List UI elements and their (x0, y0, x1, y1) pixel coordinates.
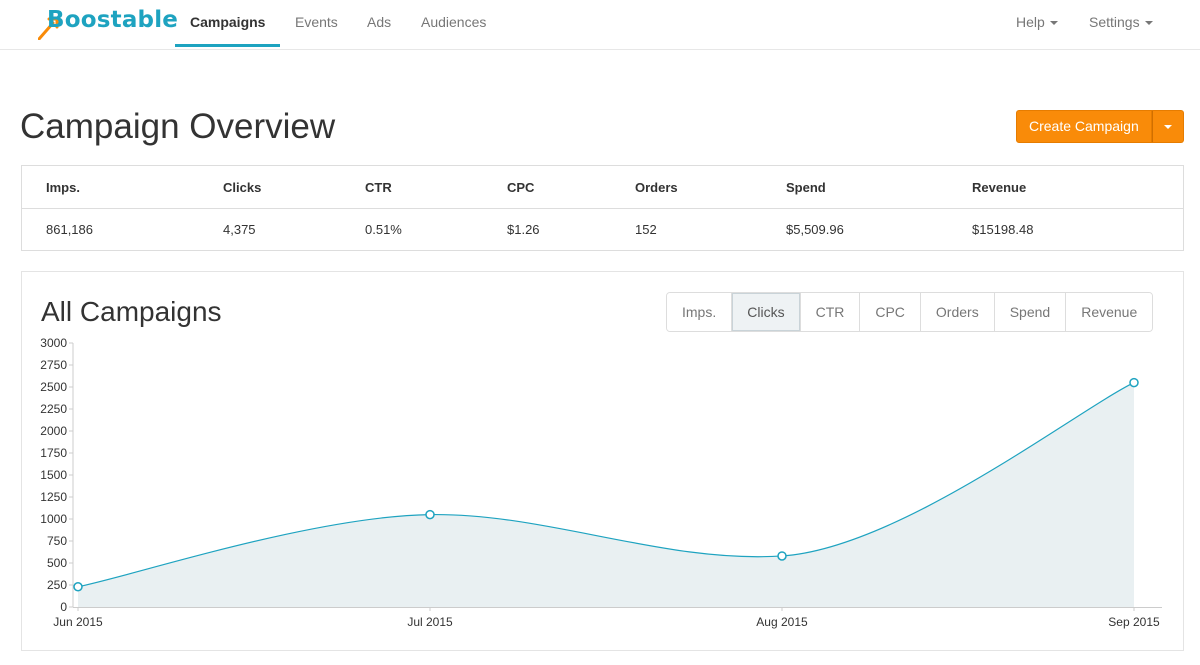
metric-tab-clicks[interactable]: Clicks (731, 293, 800, 331)
chevron-down-icon (1049, 21, 1058, 26)
stat-value-clicks: 4,375 (223, 222, 256, 237)
table-divider (22, 208, 1183, 209)
stat-value-ctr: 0.51% (365, 222, 402, 237)
column-header-orders: Orders (635, 180, 678, 195)
metric-tab-imps[interactable]: Imps. (667, 293, 732, 331)
column-header-ctr: CTR (365, 180, 392, 195)
chart-panel-title: All Campaigns (41, 296, 222, 327)
nav-tab-campaigns[interactable]: Campaigns (175, 0, 280, 47)
stat-value-spend: $5,509.96 (786, 222, 844, 237)
metric-tab-ctr[interactable]: CTR (799, 293, 860, 331)
metric-tab-orders[interactable]: Orders (919, 293, 994, 331)
top-navbar: Boostable Campaigns Events Ads Audiences… (0, 0, 1200, 50)
stat-value-revenue: $15198.48 (972, 222, 1034, 237)
stat-value-cpc: $1.26 (507, 222, 540, 237)
settings-menu[interactable]: Settings (1089, 0, 1153, 44)
create-campaign-dropdown-toggle[interactable] (1151, 110, 1184, 143)
chevron-down-icon (1144, 21, 1153, 26)
chart-panel (21, 271, 1184, 651)
settings-menu-label: Settings (1089, 14, 1140, 30)
metric-tab-spend[interactable]: Spend (993, 293, 1066, 331)
chevron-down-icon (1163, 125, 1172, 129)
metric-tab-cpc[interactable]: CPC (859, 293, 920, 331)
stat-value-imps: 861,186 (46, 222, 93, 237)
create-campaign-button[interactable]: Create Campaign (1016, 110, 1152, 143)
nav-tab-ads[interactable]: Ads (367, 14, 392, 30)
campaign-stats-table: Imps. Clicks CTR CPC Orders Spend Revenu… (21, 165, 1184, 251)
create-campaign-button-group: Create Campaign (1016, 110, 1184, 143)
column-header-revenue: Revenue (972, 180, 1027, 195)
logo-arrow-icon (38, 17, 59, 40)
metric-tab-revenue[interactable]: Revenue (1065, 293, 1153, 331)
help-menu[interactable]: Help (1016, 0, 1058, 44)
column-header-cpc: CPC (507, 180, 535, 195)
column-header-imps: Imps. (46, 180, 80, 195)
brand-name: Boostable (47, 7, 179, 33)
metric-toggle-group: Imps. Clicks CTR CPC Orders Spend Revenu… (666, 292, 1154, 332)
column-header-clicks: Clicks (223, 180, 262, 195)
brand-logo[interactable]: Boostable (38, 4, 178, 40)
nav-tab-audiences[interactable]: Audiences (421, 14, 487, 30)
stat-value-orders: 152 (635, 222, 657, 237)
nav-tab-events[interactable]: Events (295, 14, 338, 30)
help-menu-label: Help (1016, 14, 1045, 30)
page-title: Campaign Overview (20, 107, 336, 146)
column-header-spend: Spend (786, 180, 826, 195)
